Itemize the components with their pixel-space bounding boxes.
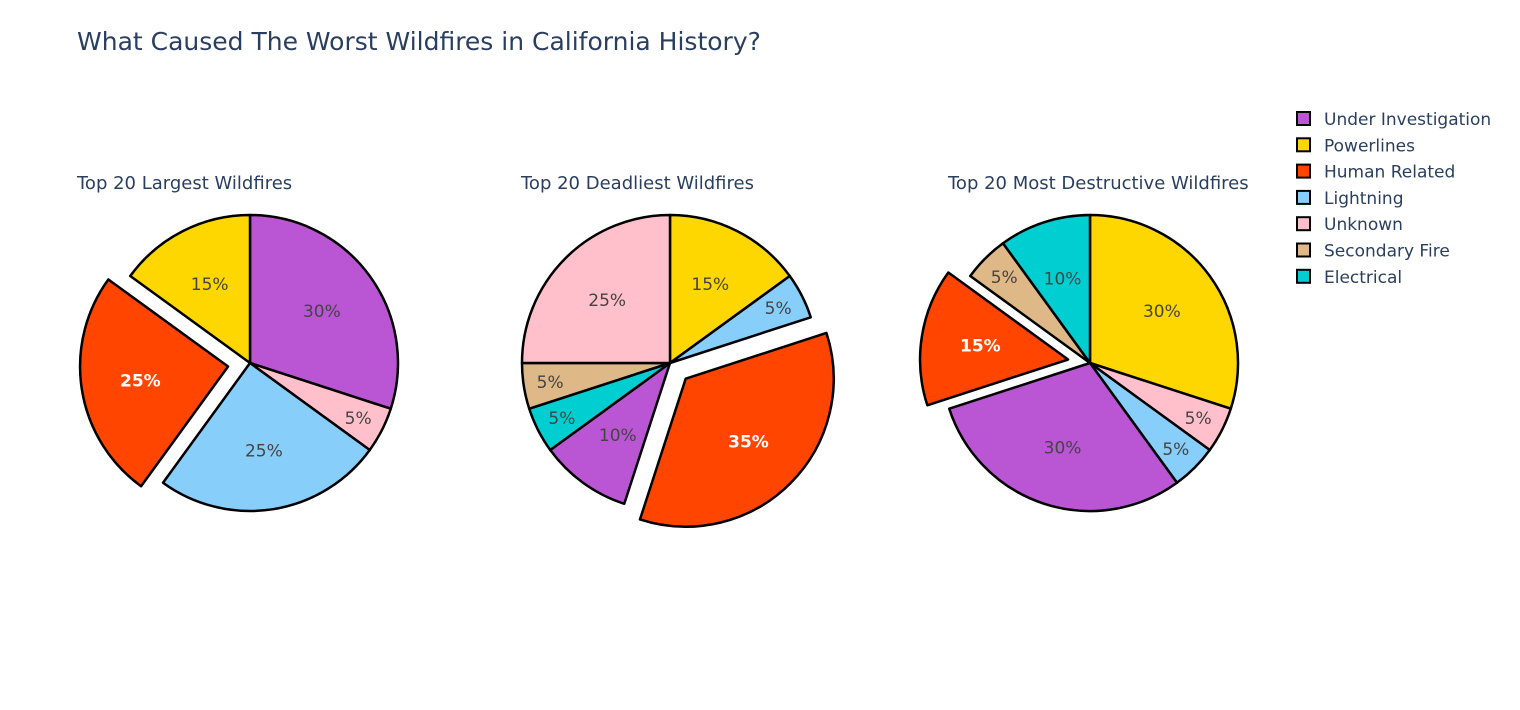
pie-slice-label: 15% [191, 275, 229, 295]
pie-slice-label: 10% [599, 426, 637, 446]
pie-slice-label: 5% [1185, 409, 1212, 429]
legend-swatch [1296, 189, 1311, 205]
pie-slice-label: 35% [728, 432, 769, 452]
pie-title: Top 20 Deadliest Wildfires [520, 173, 754, 194]
pie-slice-label: 5% [991, 268, 1018, 288]
pie-slice-label: 25% [588, 291, 626, 311]
legend-label: Powerlines [1324, 136, 1415, 156]
pie-slice-label: 30% [1044, 438, 1082, 458]
legend-label: Secondary Fire [1324, 242, 1450, 262]
pie-slice-powerlines[interactable] [668, 213, 791, 365]
pie-slice-lightning[interactable] [668, 274, 813, 365]
pie-title: Top 20 Most Destructive Wildfires [947, 173, 1249, 194]
legend-item-unknown[interactable]: Unknown [1296, 215, 1403, 235]
pie-slice-label: 15% [691, 275, 729, 295]
pie-slice-under-investigation[interactable] [248, 213, 400, 410]
legend-label: Unknown [1324, 215, 1403, 235]
legend-swatch [1296, 216, 1311, 232]
pie-slice-label: 5% [537, 373, 564, 393]
pie-chart-3: Top 20 Most Destructive Wildfires 30% 5% 5%… [918, 173, 1249, 513]
pie-slice-label: 15% [960, 337, 1001, 357]
legend-swatch [1296, 163, 1311, 179]
pie-slice-label: 30% [1143, 302, 1181, 322]
legend-swatch [1296, 137, 1311, 153]
pie-slice-label: 5% [765, 299, 792, 319]
pie-slice-label: 30% [303, 302, 341, 322]
pie-title: Top 20 Largest Wildfires [76, 173, 292, 194]
pie-slice-human-related[interactable] [638, 331, 835, 528]
legend-swatch [1296, 111, 1311, 126]
pie-slice-under-investigation[interactable] [947, 361, 1179, 513]
pie-slice-powerlines[interactable] [1088, 213, 1240, 410]
legend-swatch [1296, 242, 1311, 258]
legend-swatch [1296, 268, 1311, 284]
legend-item-human-related[interactable]: Human Related [1296, 163, 1455, 183]
legend-label: Lightning [1324, 189, 1404, 209]
pie-slice-under-investigation[interactable] [549, 361, 672, 506]
legend-item-electrical[interactable]: Electrical [1296, 268, 1402, 288]
legend-label: Human Related [1324, 163, 1455, 183]
legend-label: Electrical [1324, 268, 1402, 288]
legend-item-lightning[interactable]: Lightning [1296, 189, 1404, 209]
pie-slice-human-related[interactable] [78, 278, 230, 488]
pie-slice-unknown[interactable] [520, 213, 672, 365]
legend-item-secondary-fire[interactable]: Secondary Fire [1296, 242, 1450, 262]
legend-item-powerlines[interactable]: Powerlines [1296, 136, 1415, 156]
pie-chart-2: Top 20 Deadliest Wildfires 15% 5% 35% 10% 5% 5… [520, 173, 835, 528]
pie-charts: Top 20 Largest Wildfires30%5%25%25%15%To… [76, 173, 1249, 528]
pie-slice-label: 5% [345, 409, 372, 429]
pie-slice-human-related[interactable] [918, 271, 1070, 407]
pie-slice-label: 25% [245, 442, 283, 462]
chart-title: What Caused The Worst Wildfires in Calif… [77, 27, 761, 56]
pie-slice-label: 10% [1044, 270, 1082, 290]
pie-slice-lightning[interactable] [161, 361, 371, 513]
legend: Under Investigation Powerlines Human Relat… [1296, 110, 1491, 288]
pie-slice-electrical[interactable] [1001, 213, 1092, 365]
legend-item-under-investigation[interactable]: Under Investigation [1296, 110, 1491, 130]
pie-slice-label: 5% [1162, 440, 1189, 460]
pie-slice-powerlines[interactable] [129, 213, 252, 365]
pie-slice-label: 25% [120, 371, 161, 391]
legend-label: Under Investigation [1324, 110, 1491, 130]
pie-slice-label: 5% [548, 409, 575, 429]
pie-chart-1: Top 20 Largest Wildfires 30% 5% 25% 25% 15% [76, 173, 400, 513]
